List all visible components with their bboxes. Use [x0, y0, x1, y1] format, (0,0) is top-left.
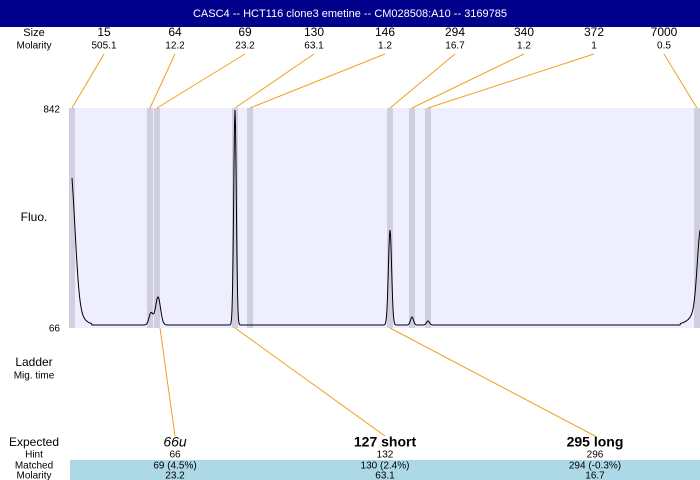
molarity: 16.7	[585, 471, 605, 480]
connector	[234, 327, 386, 437]
y-min: 66	[49, 324, 61, 335]
row-label: Molarity	[16, 41, 51, 52]
peak-band	[409, 108, 415, 328]
expected: 66u	[163, 434, 187, 450]
molarity: 63.1	[375, 471, 395, 480]
connector	[427, 53, 595, 109]
connector	[663, 53, 698, 109]
ladder-label: Ladder	[15, 355, 52, 369]
peak-molarity: 1	[591, 41, 597, 52]
molarity: 23.2	[165, 471, 185, 480]
matched-band	[70, 460, 700, 480]
peak-molarity: 12.2	[165, 41, 185, 52]
peak-size: 64	[168, 25, 182, 39]
row-label: Size	[23, 27, 44, 39]
peak-size: 340	[514, 25, 534, 39]
peak-band	[147, 108, 153, 328]
connector	[149, 53, 176, 109]
matched: 294 (-0.3%)	[569, 461, 621, 472]
expected: 295 long	[567, 434, 624, 450]
ladder-sublabel: Mig. time	[14, 371, 55, 382]
connector	[389, 53, 456, 109]
peak-molarity: 63.1	[304, 41, 324, 52]
row-label: Hint	[25, 450, 43, 461]
peak-molarity: 1.2	[378, 41, 392, 52]
peak-band	[154, 108, 160, 328]
expected: 127 short	[354, 434, 417, 450]
connector	[159, 327, 176, 437]
row-label: Matched	[15, 461, 53, 472]
hint: 66	[169, 450, 181, 461]
connector	[249, 53, 386, 109]
peak-molarity: 23.2	[235, 41, 255, 52]
connector	[156, 53, 246, 109]
peak-size: 146	[375, 25, 395, 39]
row-label: Expected	[9, 435, 59, 449]
hint: 296	[587, 450, 604, 461]
peak-size: 372	[584, 25, 604, 39]
y-label: Fluo.	[21, 210, 48, 224]
connector	[411, 53, 525, 109]
matched: 69 (4.5%)	[153, 461, 196, 472]
y-max: 842	[43, 105, 60, 116]
title: CASC4 -- HCT116 clone3 emetine -- CM0285…	[193, 8, 507, 20]
peak-molarity: 16.7	[445, 41, 465, 52]
peak-band	[694, 108, 700, 328]
peak-size: 15	[97, 25, 111, 39]
peak-size: 7000	[651, 25, 678, 39]
connector	[389, 327, 596, 437]
peak-size: 130	[304, 25, 324, 39]
plot-area	[70, 108, 700, 328]
title-bar	[0, 0, 700, 27]
peak-band	[247, 108, 253, 328]
peak-band	[387, 108, 393, 328]
peak-size: 294	[445, 25, 465, 39]
peak-band	[232, 108, 238, 328]
matched: 130 (2.4%)	[361, 461, 410, 472]
peak-band	[69, 108, 75, 328]
trace	[71, 109, 700, 326]
peak-band	[425, 108, 431, 328]
connector	[234, 53, 315, 109]
peak-molarity: 505.1	[91, 41, 116, 52]
connector	[71, 53, 105, 109]
peak-molarity: 0.5	[657, 41, 671, 52]
peak-molarity: 1.2	[517, 41, 531, 52]
row-label: Molarity	[16, 471, 51, 480]
peak-size: 69	[238, 25, 252, 39]
hint: 132	[377, 450, 394, 461]
